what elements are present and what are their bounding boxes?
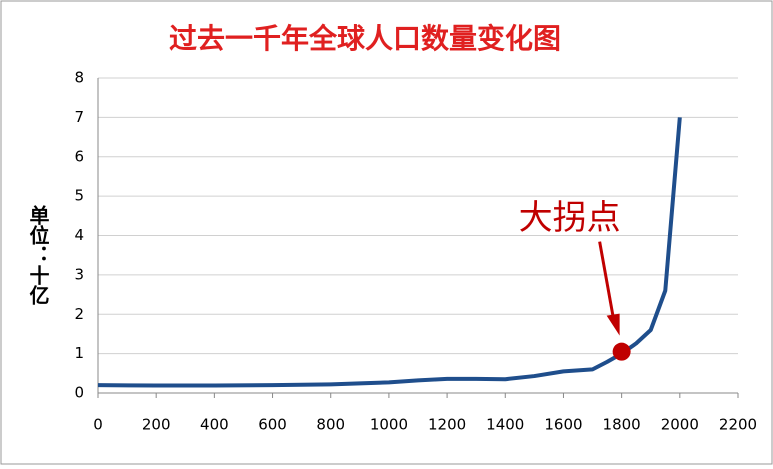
- y-axis-label: 单位：十亿: [26, 204, 50, 305]
- x-tick-label: 1000: [370, 416, 408, 434]
- highlight-point: [612, 342, 631, 361]
- y-tick-label: 1: [74, 344, 84, 362]
- line-series: [97, 117, 682, 388]
- x-tick-label: 600: [258, 416, 287, 434]
- x-tick-label: 1800: [603, 416, 641, 434]
- annotation-arrowhead: [606, 313, 620, 336]
- y-tick-label: 5: [74, 187, 84, 205]
- y-tick-label: 4: [74, 226, 84, 244]
- y-tick-label: 8: [74, 69, 84, 87]
- x-tick-label: 0: [93, 416, 103, 434]
- annotation-arrow: [598, 241, 616, 320]
- x-tick-label: 1400: [486, 416, 524, 434]
- y-tick-label: 0: [74, 384, 84, 402]
- chart-title: 过去一千年全球人口数量变化图: [169, 22, 561, 55]
- y-tick-label: 3: [74, 265, 84, 283]
- y-tick-label: 7: [74, 108, 84, 126]
- x-tick-label: 200: [142, 416, 171, 434]
- x-tick-label: 2000: [661, 416, 699, 434]
- x-tick-label: 400: [200, 416, 229, 434]
- y-tick-label: 2: [74, 305, 84, 323]
- x-tick-label: 1600: [544, 416, 582, 434]
- y-tick-label: 6: [74, 147, 84, 165]
- annotation: 大拐点: [519, 198, 621, 238]
- x-tick-label: 2200: [719, 416, 757, 434]
- x-tick-label: 800: [316, 416, 345, 434]
- x-tick-label: 1200: [428, 416, 466, 434]
